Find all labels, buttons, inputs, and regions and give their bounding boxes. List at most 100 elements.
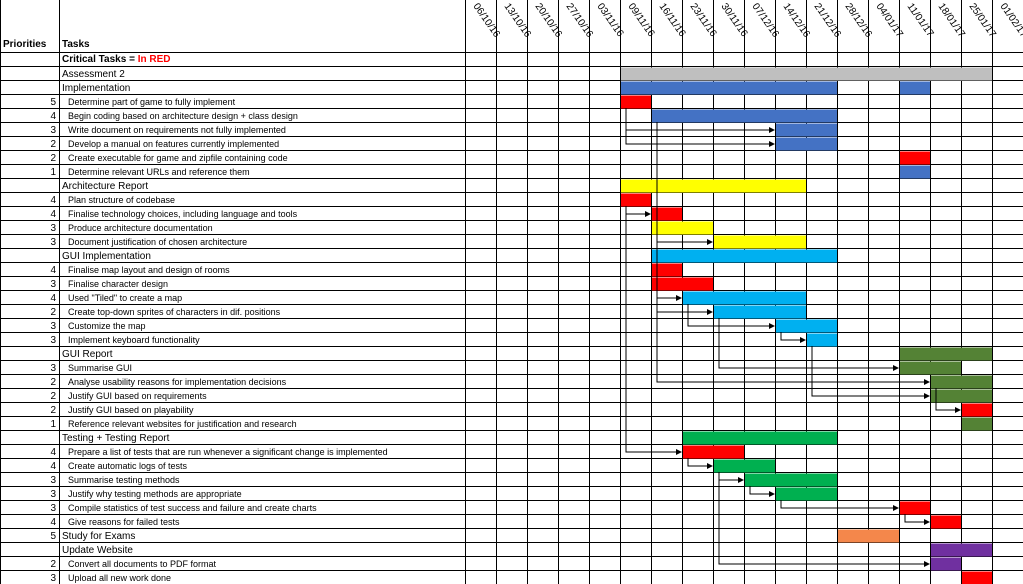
task-group-label: Implementation [62, 83, 130, 94]
task-label: Justify GUI based on playability [68, 405, 194, 415]
task-bar [714, 459, 775, 473]
date-tick-label: 20/10/16 [533, 1, 565, 40]
task-group-label: GUI Report [62, 349, 113, 360]
priority-cell: 2 [50, 139, 56, 150]
task-bar [683, 445, 744, 459]
task-bar [931, 515, 961, 529]
dependency-arrow [687, 304, 775, 329]
task-bar [931, 389, 992, 403]
task-label: Determine relevant URLs and reference th… [68, 167, 250, 177]
dependency-arrow [749, 486, 775, 497]
task-label: Give reasons for failed tests [68, 517, 180, 527]
priority-cell: 2 [50, 153, 56, 164]
task-label: Create top-down sprites of characters in… [68, 307, 281, 317]
task-bar [776, 319, 837, 333]
task-labels: Assessment 2 Implementation 5 Determine par… [50, 69, 387, 584]
task-bar [652, 249, 837, 263]
task-bar [931, 375, 992, 389]
priority-cell: 2 [50, 377, 56, 388]
task-label: Document justification of chosen archite… [68, 237, 247, 247]
task-label: Used "Tiled" to create a map [68, 293, 182, 303]
task-bar [962, 417, 992, 431]
date-tick-label: 04/01/17 [874, 1, 906, 40]
task-group-label: Architecture Report [62, 181, 148, 192]
task-group-label: Testing + Testing Report [62, 433, 170, 444]
date-tick-label: 16/11/16 [657, 1, 688, 39]
priority-cell: 1 [50, 167, 56, 178]
task-label: Plan structure of codebase [68, 195, 175, 205]
priority-cell: 3 [50, 125, 56, 136]
task-group-label: Study for Exams [62, 531, 135, 542]
dependency-arrow [780, 332, 806, 343]
task-bar [621, 67, 992, 81]
dependency-arrow [935, 388, 961, 413]
priority-cell: 3 [50, 363, 56, 374]
priority-cell: 4 [50, 209, 56, 220]
dependency-arrow [625, 206, 651, 217]
date-tick-label: 21/12/16 [812, 1, 844, 40]
task-bar [900, 361, 961, 375]
task-label: Develop a manual on features currently i… [68, 139, 279, 149]
dependency-arrow [904, 514, 930, 525]
critical-note-prefix: Critical Tasks = [62, 54, 138, 65]
date-tick-label: 28/12/16 [843, 1, 875, 40]
dependency-arrow [687, 458, 713, 469]
header-area: Priorities Tasks [3, 39, 90, 50]
date-tick-label: 25/01/17 [967, 1, 999, 40]
priority-cell: 4 [50, 517, 56, 528]
task-bar [900, 501, 930, 515]
date-tick-label: 07/12/16 [750, 1, 782, 40]
task-bar [900, 81, 930, 95]
task-label: Summarise GUI [68, 363, 132, 373]
task-label: Summarise testing methods [68, 475, 180, 485]
task-label: Create executable for game and zipfile c… [68, 153, 288, 163]
task-bar [683, 431, 837, 445]
task-bar [621, 81, 837, 95]
task-bar [621, 193, 651, 207]
critical-note-highlight: In RED [138, 54, 171, 65]
task-bar [900, 151, 930, 165]
task-bar [962, 571, 992, 584]
date-tick-label: 14/12/16 [781, 1, 813, 40]
dependency-arrows [625, 108, 961, 567]
priority-cell: 2 [50, 307, 56, 318]
priority-cell: 3 [50, 503, 56, 514]
priority-cell: 3 [50, 335, 56, 346]
date-axis: 06/10/16 13/10/16 20/10/16 27/10/16 03/11/16… [471, 1, 1023, 40]
task-label: Justify why testing methods are appropri… [68, 489, 242, 499]
priority-cell: 3 [50, 489, 56, 500]
priority-cell: 3 [50, 321, 56, 332]
date-tick-label: 13/10/16 [502, 1, 534, 40]
task-label: Convert all documents to PDF format [68, 559, 217, 569]
task-bar [652, 277, 713, 291]
dependency-arrow [625, 206, 682, 455]
priority-cell: 2 [50, 391, 56, 402]
priority-cell: 3 [50, 223, 56, 234]
priority-cell: 5 [50, 97, 56, 108]
task-bar [776, 487, 837, 501]
task-bar [745, 473, 837, 487]
critical-note-row: Critical Tasks = In RED [62, 54, 170, 65]
task-label: Reference relevant websites for justific… [68, 419, 297, 429]
task-bar [931, 557, 961, 571]
priority-cell: 4 [50, 293, 56, 304]
priority-cell: 4 [50, 447, 56, 458]
task-label: Begin coding based on architecture desig… [68, 111, 298, 121]
date-tick-label: 03/11/16 [595, 1, 626, 39]
date-tick-label: 30/11/16 [719, 1, 750, 39]
task-label: Customize the map [68, 321, 146, 331]
priority-cell: 4 [50, 265, 56, 276]
date-tick-label: 06/10/16 [471, 1, 503, 40]
critical-note: Critical Tasks = In RED [62, 54, 170, 65]
task-label: Analyse usability reasons for implementa… [68, 377, 287, 387]
priority-cell: 3 [50, 279, 56, 290]
task-bar [652, 109, 837, 123]
task-bar [838, 529, 899, 543]
task-bar [714, 305, 806, 319]
task-bar [621, 179, 806, 193]
priority-cell: 5 [50, 531, 56, 542]
task-bar [652, 207, 682, 221]
dependency-arrow [656, 234, 713, 245]
task-label: Write document on requirements not fully… [68, 125, 286, 135]
